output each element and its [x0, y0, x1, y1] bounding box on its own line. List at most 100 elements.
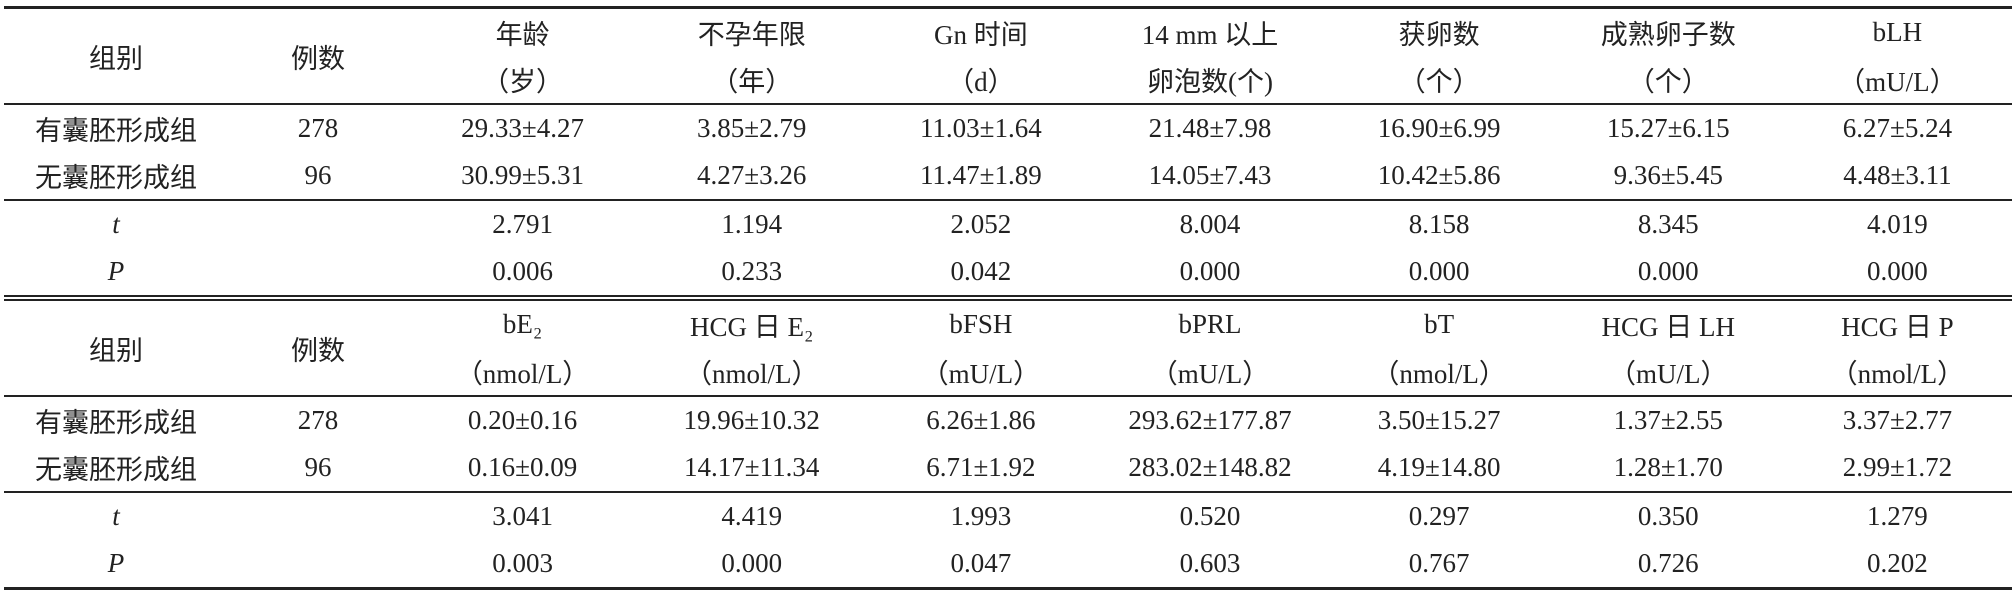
stat-value: 0.006: [492, 256, 553, 286]
stat-value: 0.000: [1408, 256, 1470, 286]
stat-value: 0.000: [1637, 256, 1699, 286]
header-unit: （nmol/L）: [637, 348, 867, 397]
data-cell: 6.26±1.86: [926, 405, 1036, 435]
data-cell: 293.62±177.87: [1128, 405, 1292, 435]
data-cell: 29.33±4.27: [461, 113, 584, 143]
data-cell: 4.48±3.11: [1782, 152, 2012, 201]
stat-value: 1.279: [1867, 501, 1928, 531]
header-unit: （年）: [637, 56, 867, 105]
data-cell: 6.71±1.92: [866, 444, 1096, 493]
stat-value: 0.233: [721, 256, 783, 286]
stat-value: 0.726: [1553, 540, 1783, 590]
stat-value: 1.993: [950, 501, 1012, 531]
stat-value: 4.419: [721, 501, 783, 531]
stat-value: 0.767: [1324, 540, 1554, 590]
stat-row: t 3.041 4.419 1.993 0.520 0.297 0.350 1.279: [4, 492, 2012, 540]
stat-value: 8.004: [1179, 209, 1241, 239]
data-cell: 1.37±2.55: [1613, 405, 1723, 435]
data-cell: 278: [297, 113, 339, 143]
stat-value: 0.047: [866, 540, 1096, 590]
stat-label: P: [4, 540, 228, 590]
header-unit: （d）: [866, 56, 1096, 105]
stat-row: P 0.006 0.233 0.042 0.000 0.000 0.000 0.000: [4, 248, 2012, 298]
data-cell: 16.90±6.99: [1377, 113, 1501, 143]
stat-value: 0.000: [1867, 256, 1928, 286]
header-cell: bLH: [1782, 6, 2012, 56]
header-cell: 14 mm 以上: [1095, 6, 1325, 56]
header-row: （岁） （年） （d） 卵泡数(个) （个） （个） （mU/L）: [4, 56, 2012, 105]
header-cell: 获卵数: [1324, 6, 1554, 56]
data-cell: 14.17±11.34: [637, 444, 867, 493]
header-unit: （个）: [1553, 56, 1783, 105]
page: {"sections": [ {"header": [["组别"], ["例数"…: [0, 6, 2016, 614]
stat-value: 0.003: [408, 540, 638, 590]
data-cell: 0.20±0.16: [467, 405, 578, 435]
data-cell: 96: [228, 444, 408, 493]
header-cell: 不孕年限: [637, 6, 867, 56]
data-cell: 2.99±1.72: [1782, 444, 2012, 493]
data-cell: 11.47±1.89: [866, 152, 1096, 201]
stat-value: 4.019: [1867, 209, 1928, 239]
stat-value: 0.042: [950, 256, 1012, 286]
data-cell: 19.96±10.32: [683, 405, 820, 435]
header-cell: 组别: [4, 295, 228, 397]
data-cell: 14.05±7.43: [1095, 152, 1325, 201]
data-cell: 11.03±1.64: [919, 113, 1042, 143]
header-cell: 年龄: [408, 6, 638, 56]
stat-value: 0.000: [1179, 256, 1241, 286]
data-cell: 4.19±14.80: [1324, 444, 1554, 493]
header-cell: bT: [1324, 295, 1554, 348]
data-cell: 有囊胚形成组: [35, 408, 197, 438]
stat-value: 0.202: [1782, 540, 2012, 590]
header-cell: HCG 日 E₂: [637, 295, 867, 348]
stat-value: 0.350: [1637, 501, 1699, 531]
stat-value: 2.791: [492, 209, 553, 239]
header-cell: 例数: [228, 6, 408, 105]
data-cell: 1.28±1.70: [1553, 444, 1783, 493]
data-cell: 4.27±3.26: [637, 152, 867, 201]
stat-row: P 0.003 0.000 0.047 0.603 0.767 0.726 0.202: [4, 540, 2012, 590]
data-cell: 9.36±5.45: [1553, 152, 1783, 201]
data-cell: 无囊胚形成组: [4, 444, 228, 493]
stat-value: 0.000: [637, 540, 867, 590]
header-cell: HCG 日 LH: [1553, 295, 1783, 348]
data-cell: 10.42±5.86: [1324, 152, 1554, 201]
empty-cell: [228, 540, 408, 590]
header-unit: （个）: [1324, 56, 1554, 105]
empty-cell: [228, 200, 408, 248]
data-cell: 30.99±5.31: [408, 152, 638, 201]
header-cell: bFSH: [866, 295, 1096, 348]
header-unit: 卵泡数(个): [1095, 56, 1325, 105]
empty-cell: [228, 248, 408, 298]
header-unit: （mU/L）: [1782, 56, 2012, 105]
stat-label: t: [112, 209, 120, 239]
data-cell: 96: [228, 152, 408, 201]
data-cell: 3.37±2.77: [1842, 405, 1953, 435]
header-unit: （nmol/L）: [1324, 348, 1554, 397]
header-unit: （岁）: [408, 56, 638, 105]
results-table: 组别 例数 年龄 不孕年限 Gn 时间 14 mm 以上 获卵数 成熟卵子数 bLH （岁） （年）…: [4, 6, 2012, 590]
data-cell: 3.85±2.79: [697, 113, 807, 143]
empty-cell: [228, 492, 408, 540]
header-cell: 例数: [228, 295, 408, 397]
stat-value: 0.603: [1095, 540, 1325, 590]
header-cell: 成熟卵子数: [1553, 6, 1783, 56]
stat-value: 2.052: [950, 209, 1012, 239]
stat-value: 8.345: [1637, 209, 1699, 239]
data-cell: 6.27±5.24: [1842, 113, 1953, 143]
stat-value: 3.041: [492, 501, 553, 531]
data-row: 无囊胚形成组 96 30.99±5.31 4.27±3.26 11.47±1.89 14.…: [4, 152, 2012, 201]
header-row: 组别 例数 年龄 不孕年限 Gn 时间 14 mm 以上 获卵数 成熟卵子数 bLH: [4, 6, 2012, 105]
header-cell: bPRL: [1095, 295, 1325, 348]
data-row: 无囊胚形成组 96 0.16±0.09 14.17±11.34 6.71±1.92 283…: [4, 444, 2012, 493]
stat-label: t: [112, 501, 120, 531]
data-cell: 278: [297, 405, 339, 435]
data-cell: 3.50±15.27: [1377, 405, 1501, 435]
header-unit: （mU/L）: [1553, 348, 1783, 397]
stat-value: 1.194: [721, 209, 783, 239]
data-cell: 无囊胚形成组: [4, 152, 228, 201]
stat-value: 0.520: [1179, 501, 1241, 531]
header-cell: Gn 时间: [866, 6, 1096, 56]
header-unit: （nmol/L）: [408, 348, 638, 397]
data-row: 有囊胚形成组 278 0.20±0.16 19.96±10.32 6.26±1.86 29…: [4, 396, 2012, 444]
